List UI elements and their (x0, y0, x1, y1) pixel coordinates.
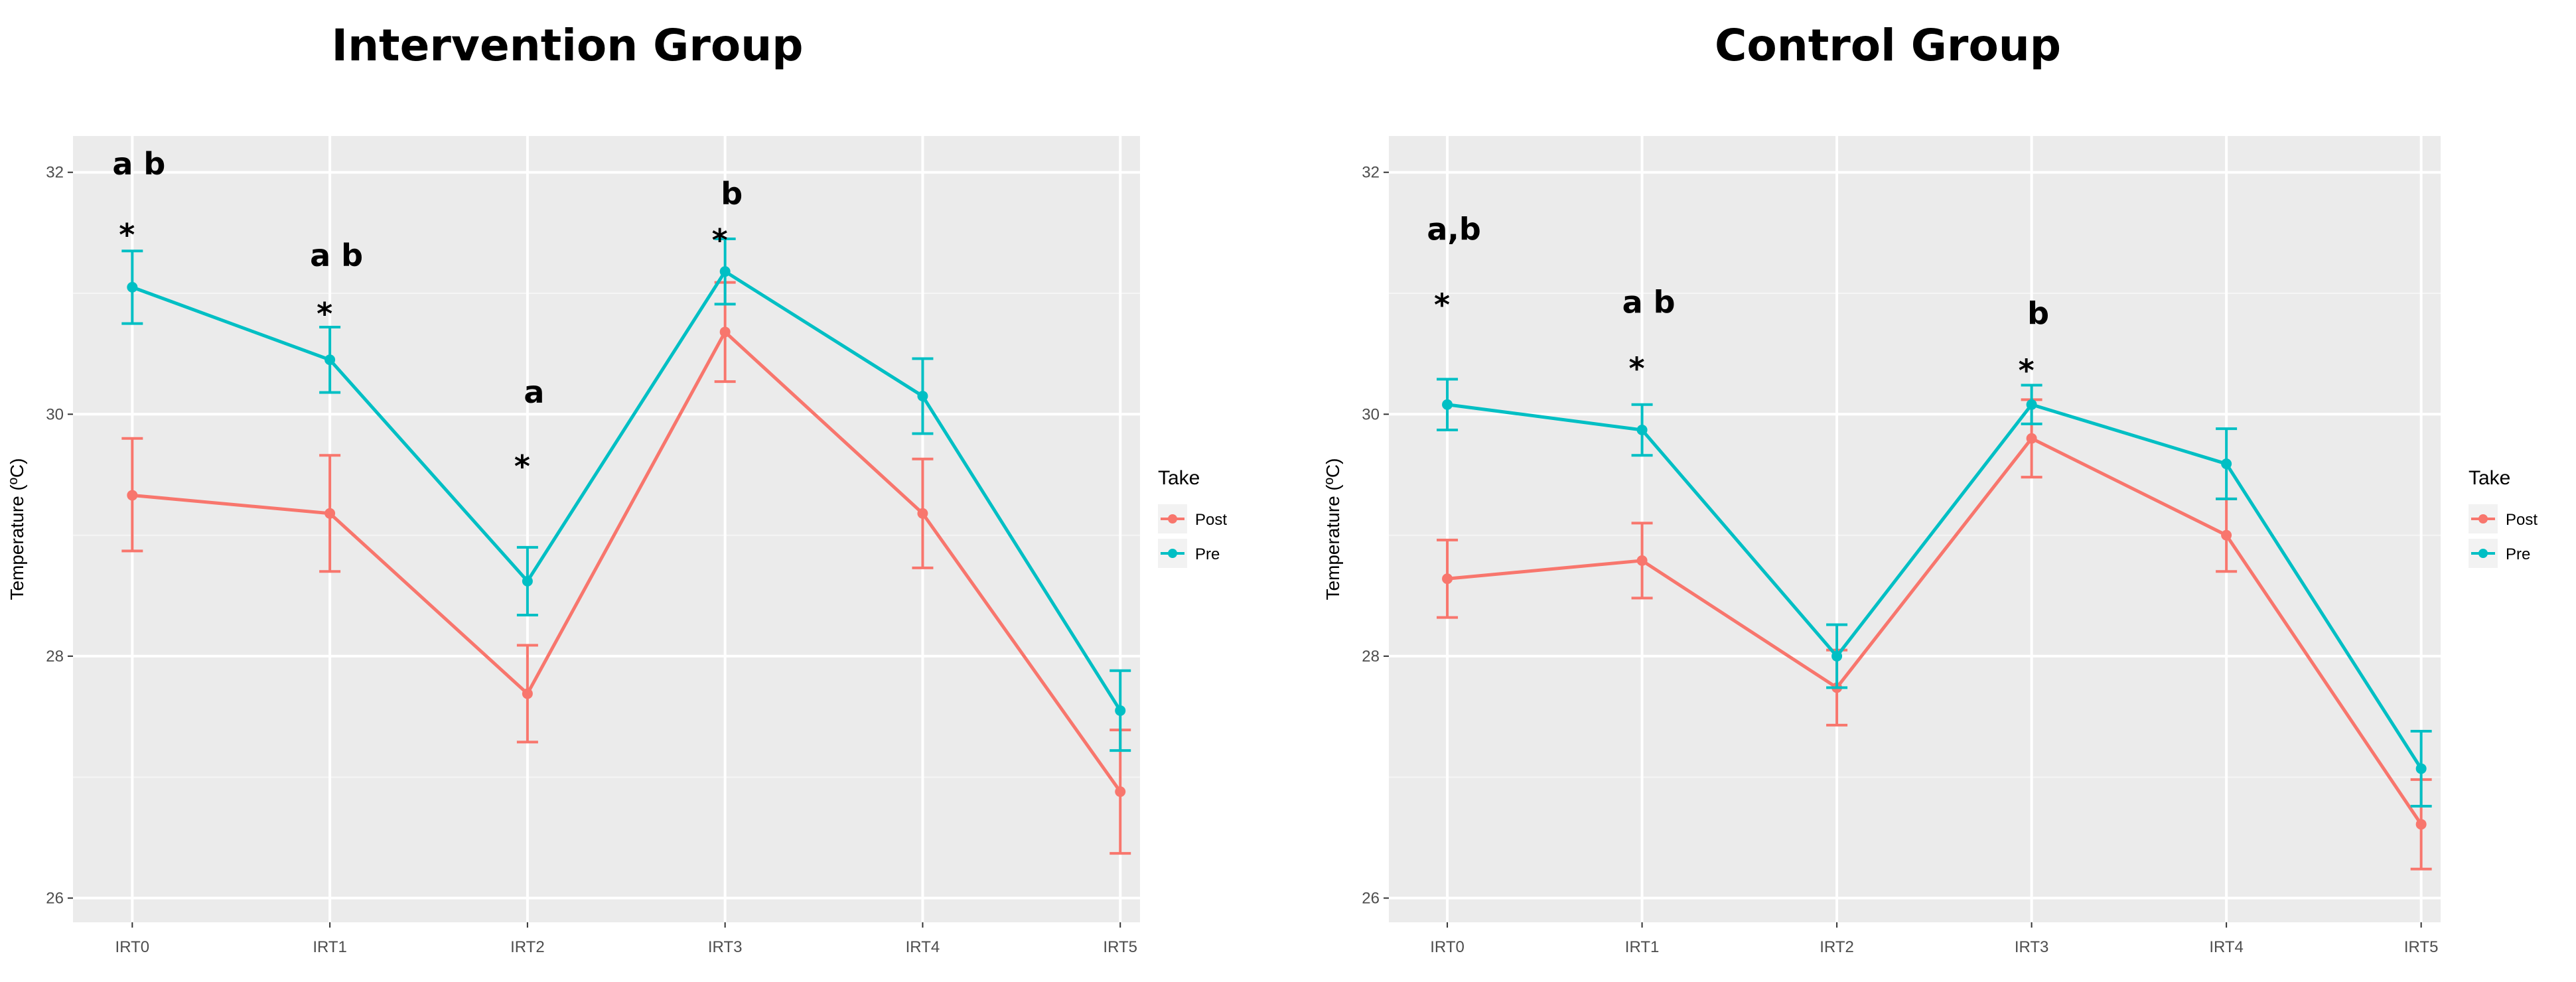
legend-key-point (2478, 549, 2488, 558)
x-tick-label: IRT4 (906, 938, 940, 956)
y-axis-title: Temperature (ºC) (7, 458, 27, 600)
data-point (917, 390, 928, 401)
y-tick-label: 32 (1362, 164, 1380, 182)
series-pre (121, 237, 1131, 752)
series-pre (1437, 378, 2432, 807)
y-tick-label: 28 (1362, 648, 1380, 666)
data-point (324, 508, 336, 519)
y-axis-title: Temperature (ºC) (1323, 458, 1343, 600)
data-point (719, 266, 731, 277)
data-point (1115, 705, 1126, 716)
significance-marker: * (712, 222, 728, 258)
plot-background (73, 136, 1140, 922)
x-tick-label: IRT1 (313, 938, 347, 956)
x-tick-label: IRT5 (1103, 938, 1137, 956)
data-point (2026, 399, 2037, 410)
legend-label: Post (2506, 511, 2538, 529)
x-tick-label: IRT2 (1820, 938, 1854, 956)
data-point (1636, 555, 1648, 566)
significance-label: a b (1622, 285, 1676, 320)
significance-marker: * (119, 217, 135, 253)
x-tick-label: IRT0 (1430, 938, 1465, 956)
x-tick-label: IRT0 (115, 938, 150, 956)
legend-label: Pre (2506, 545, 2530, 563)
series-line (132, 329, 1122, 793)
x-tick-label: IRT3 (2015, 938, 2049, 956)
legend-key-point (1168, 514, 1177, 524)
data-point (324, 354, 336, 366)
legend-label: Pre (1195, 545, 1220, 563)
data-point (127, 490, 138, 501)
chart-panel-1: 26 28 30 32 IRT0 IRT1 IRT2 IRT3 IRT4 IRT5 Temperat… (1323, 136, 2538, 956)
data-point (1115, 786, 1126, 798)
significance-marker: * (514, 449, 530, 484)
chart-panel-0: 26 28 30 32 IRT0 IRT1 IRT2 IRT3 IRT4 IRT5 Temperat… (7, 136, 1227, 956)
significance-marker: * (1434, 287, 1450, 322)
chart-title-control: Control Group (1714, 20, 2062, 71)
legend: Take Post Pre (2469, 467, 2538, 568)
chart-title-intervention: Intervention Group (331, 20, 804, 71)
x-tick-label: IRT4 (2209, 938, 2244, 956)
legend-key-point (2478, 514, 2488, 524)
data-point (1831, 650, 1843, 662)
plot-background (1389, 136, 2441, 922)
legend-title: Take (2469, 467, 2510, 489)
significance-label: a,b (1427, 211, 1480, 247)
legend-key-point (1168, 549, 1177, 558)
significance-label: b (721, 176, 743, 212)
x-tick-label: IRT5 (2404, 938, 2439, 956)
y-tick-label: 26 (46, 890, 64, 908)
y-tick-label: 26 (1362, 890, 1380, 908)
significance-label: a b (112, 146, 165, 182)
series-line (131, 269, 1122, 712)
significance-label: a (524, 374, 544, 410)
significance-label: b (2027, 296, 2049, 332)
series-line (1447, 436, 2423, 825)
data-point (1442, 399, 1453, 410)
y-tick-label: 30 (1362, 405, 1380, 423)
data-point (719, 326, 731, 338)
x-tick-label: IRT3 (708, 938, 743, 956)
legend-label: Post (1195, 511, 1227, 529)
significance-marker: * (1629, 351, 1645, 387)
x-tick-label: IRT2 (510, 938, 545, 956)
data-point (1442, 573, 1453, 585)
y-tick-label: 32 (46, 164, 64, 182)
data-point (2415, 819, 2427, 830)
data-point (522, 575, 533, 587)
data-point (522, 688, 533, 699)
data-point (2415, 763, 2427, 774)
x-tick-label: IRT1 (1625, 938, 1660, 956)
data-point (127, 281, 138, 293)
y-tick-label: 28 (46, 648, 64, 666)
significance-marker: * (317, 296, 332, 332)
data-point (917, 508, 928, 519)
data-point (1636, 425, 1648, 436)
series-line (1447, 402, 2423, 770)
legend: Take Post Pre (1158, 467, 1227, 568)
data-point (2026, 433, 2037, 444)
data-point (2221, 529, 2232, 541)
significance-label: a b (310, 238, 363, 273)
y-tick-label: 30 (46, 405, 64, 423)
data-point (2221, 458, 2232, 470)
significance-marker: * (2019, 353, 2035, 389)
legend-title: Take (1158, 467, 1200, 489)
